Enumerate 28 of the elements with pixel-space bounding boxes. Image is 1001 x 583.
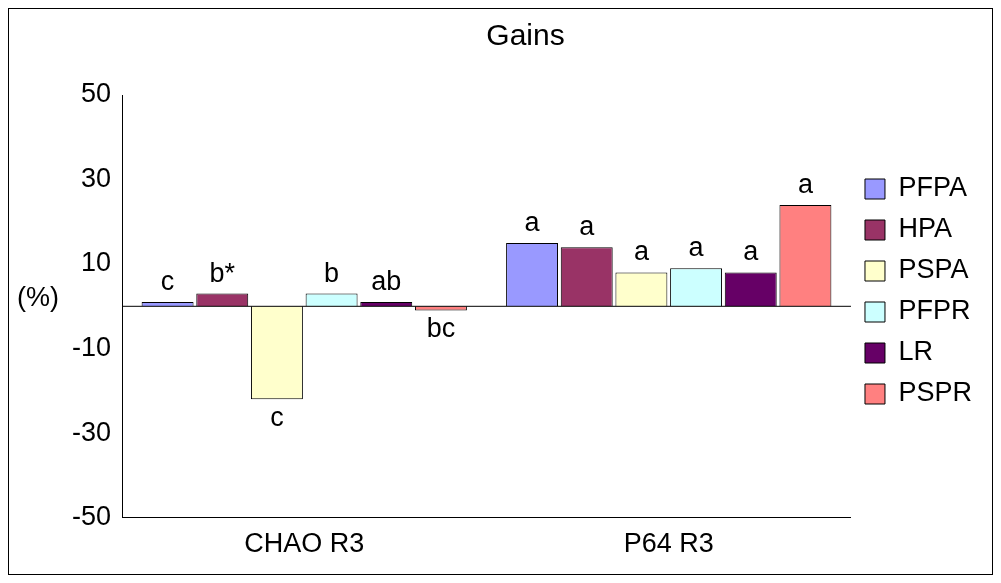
- y-tick-label: -50: [71, 501, 112, 532]
- legend-label: PSPR: [898, 377, 973, 408]
- chart-title: Gains: [486, 18, 565, 52]
- y-tick-label: 10: [80, 247, 112, 278]
- data-label: c: [270, 402, 284, 433]
- data-label: b*: [209, 257, 236, 288]
- data-label: a: [579, 211, 596, 242]
- data-label: ab: [371, 266, 402, 297]
- y-tick-label: -10: [71, 332, 112, 363]
- legend-label: PFPR: [898, 295, 971, 326]
- data-label: a: [688, 232, 705, 263]
- y-axis-title: (%): [17, 281, 59, 312]
- data-label: b: [324, 257, 340, 288]
- data-label: a: [743, 236, 760, 267]
- data-label: bc: [426, 313, 456, 344]
- y-tick-label: 50: [80, 78, 112, 109]
- legend-label: HPA: [898, 213, 952, 244]
- data-label: a: [633, 236, 650, 267]
- y-tick-label: 30: [80, 162, 112, 193]
- legend-label: LR: [898, 336, 933, 367]
- legend-label: PSPA: [898, 254, 969, 285]
- data-label: c: [160, 266, 175, 297]
- data-label: a: [797, 168, 814, 199]
- legend-label: PFPA: [898, 172, 967, 203]
- x-tick-label: P64 R3: [623, 528, 714, 559]
- y-tick-label: -30: [71, 416, 112, 447]
- data-label: a: [524, 206, 541, 237]
- x-tick-label: CHAO R3: [244, 528, 365, 559]
